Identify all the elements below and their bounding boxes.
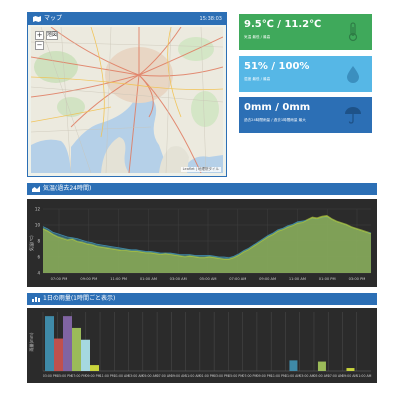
rainfall-chart: 雨量(mm)03:00 PM 05:00 PM 07:00 PM 09:00 PM 11… <box>28 312 372 378</box>
temperature-label: 気温 最低 / 最高 <box>244 35 271 39</box>
rainfall-chart-title: 1日の雨量(1時間ごと表示) <box>43 295 116 302</box>
thermometer-icon <box>348 22 358 42</box>
area-chart-icon <box>32 186 40 192</box>
x-tick-label: 01:00 AM <box>285 374 300 378</box>
x-tick-label: 07:00 AM <box>328 374 343 378</box>
x-tick-label: 05:00 AM <box>199 277 216 281</box>
map-icon <box>33 16 41 22</box>
rainfall-chart-area: 雨量(mm) 03:00 PM 05:00 PM 07:00 PM 09:00 PM 11… <box>27 308 377 383</box>
map-view[interactable]: + − 地図 Leaflet | 地理院タイル <box>31 27 223 173</box>
x-tick-label: 03:00 AM <box>128 374 143 378</box>
rain-bar <box>317 361 326 371</box>
temperature-card: 9.5℃ / 11.2℃ 気温 最低 / 最高 <box>239 14 372 50</box>
x-tick-label: 07:00 PM <box>51 277 68 281</box>
rain-bar <box>289 360 298 371</box>
rainfall-chart-header: 1日の雨量(1時間ごと表示) <box>27 293 377 305</box>
y-tick-label: 12 <box>35 207 41 212</box>
temperature-value: 9.5℃ / 11.2℃ <box>244 19 322 30</box>
map-timestamp: 15:38:03 <box>199 16 222 22</box>
x-tick-label: 09:00 AM <box>171 374 186 378</box>
x-tick-label: 09:00 PM <box>80 277 97 281</box>
rain-bar <box>81 339 90 371</box>
x-tick-label: 03:00 PM <box>43 374 58 378</box>
water-drop-icon <box>347 66 359 83</box>
x-tick-label: 07:00 PM <box>71 374 86 378</box>
x-tick-label: 05:00 AM <box>142 374 157 378</box>
temperature-chart-panel: 気温(過去24時間) 12 10 8 6 4 気温(℃) 07:00 PM 09:00 PM 1… <box>27 183 377 287</box>
series-line-2 <box>42 215 372 260</box>
x-tick-label: 01:00 PM <box>319 277 336 281</box>
x-tick-label: 03:00 PM <box>214 374 229 378</box>
rain-bar <box>346 368 355 371</box>
x-tick-label: 09:00 AM <box>342 374 357 378</box>
bar-chart-icon <box>32 297 40 302</box>
x-tick-label: 11:00 AM <box>356 374 371 378</box>
x-tick-label: 07:00 AM <box>229 277 246 281</box>
map-tiles <box>31 27 223 173</box>
rainfall-chart-panel: 1日の雨量(1時間ごと表示) 雨量(mm) 03:00 PM 05:00 PM 07:… <box>27 293 377 383</box>
zoom-in-button[interactable]: + <box>35 31 44 40</box>
humidity-label: 湿度 最低 / 最高 <box>244 77 271 81</box>
map-attribution[interactable]: Leaflet | 地理院タイル <box>180 167 221 172</box>
layer-switch-button[interactable]: 地図 <box>46 31 58 40</box>
x-tick-label: 11:00 PM <box>110 277 127 281</box>
temperature-chart-title: 気温(過去24時間) <box>43 185 92 192</box>
map-panel: マップ 15:38:03 <box>27 12 227 177</box>
zoom-out-button[interactable]: − <box>35 41 44 50</box>
x-tick-label: 03:00 PM <box>349 277 366 281</box>
x-tick-label: 11:00 AM <box>185 374 200 378</box>
temperature-chart: 12 10 8 6 4 気温(℃) 07:00 PM 09:00 PM 11:00 PM 01:0… <box>28 207 372 281</box>
x-tick-label: 05:00 AM <box>314 374 329 378</box>
y-tick-label: 10 <box>35 223 41 228</box>
x-tick-label: 11:00 PM <box>100 374 115 378</box>
temperature-chart-area: 12 10 8 6 4 気温(℃) 07:00 PM 09:00 PM 11:00 PM 01:0… <box>27 199 377 287</box>
rain-bar <box>45 316 54 371</box>
rain-bar <box>90 365 99 371</box>
x-tick-label: 11:00 PM <box>271 374 286 378</box>
x-tick-label: 07:00 PM <box>242 374 257 378</box>
x-tick-label: 07:00 AM <box>157 374 172 378</box>
x-tick-label: 01:00 AM <box>140 277 157 281</box>
x-tick-label: 09:00 PM <box>85 374 100 378</box>
rain-bar <box>72 327 81 371</box>
humidity-value: 51% / 100% <box>244 61 310 72</box>
rainfall-label: 過去24時間雨量 / 過去1時間雨量 最大 <box>244 118 306 122</box>
rainfall-value: 0mm / 0mm <box>244 102 311 113</box>
rain-bar <box>63 316 72 371</box>
x-tick-label: 03:00 AM <box>170 277 187 281</box>
x-tick-label: 09:00 AM <box>259 277 276 281</box>
rainfall-card: 0mm / 0mm 過去24時間雨量 / 過去1時間雨量 最大 <box>239 97 372 133</box>
umbrella-icon <box>345 107 361 124</box>
map-panel-title: マップ <box>44 15 63 22</box>
rain-bar <box>54 338 63 371</box>
x-tick-label: 05:00 PM <box>57 374 72 378</box>
y-axis-label: 雨量(mm) <box>28 332 34 351</box>
x-tick-label: 11:00 AM <box>289 277 306 281</box>
y-tick-label: 8 <box>37 239 40 244</box>
x-tick-label: 09:00 PM <box>257 374 272 378</box>
y-axis-label: 気温(℃) <box>28 235 34 251</box>
x-tick-label: 01:00 PM <box>200 374 215 378</box>
x-tick-label: 05:00 PM <box>228 374 243 378</box>
x-tick-label: 03:00 AM <box>299 374 314 378</box>
series-area-2 <box>43 216 371 273</box>
y-tick-label: 6 <box>37 255 40 260</box>
humidity-card: 51% / 100% 湿度 最低 / 最高 <box>239 56 372 92</box>
x-tick-label: 01:00 AM <box>114 374 129 378</box>
map-panel-header: マップ 15:38:03 <box>28 13 226 25</box>
y-tick-label: 4 <box>37 271 40 276</box>
temperature-chart-header: 気温(過去24時間) <box>27 183 377 195</box>
